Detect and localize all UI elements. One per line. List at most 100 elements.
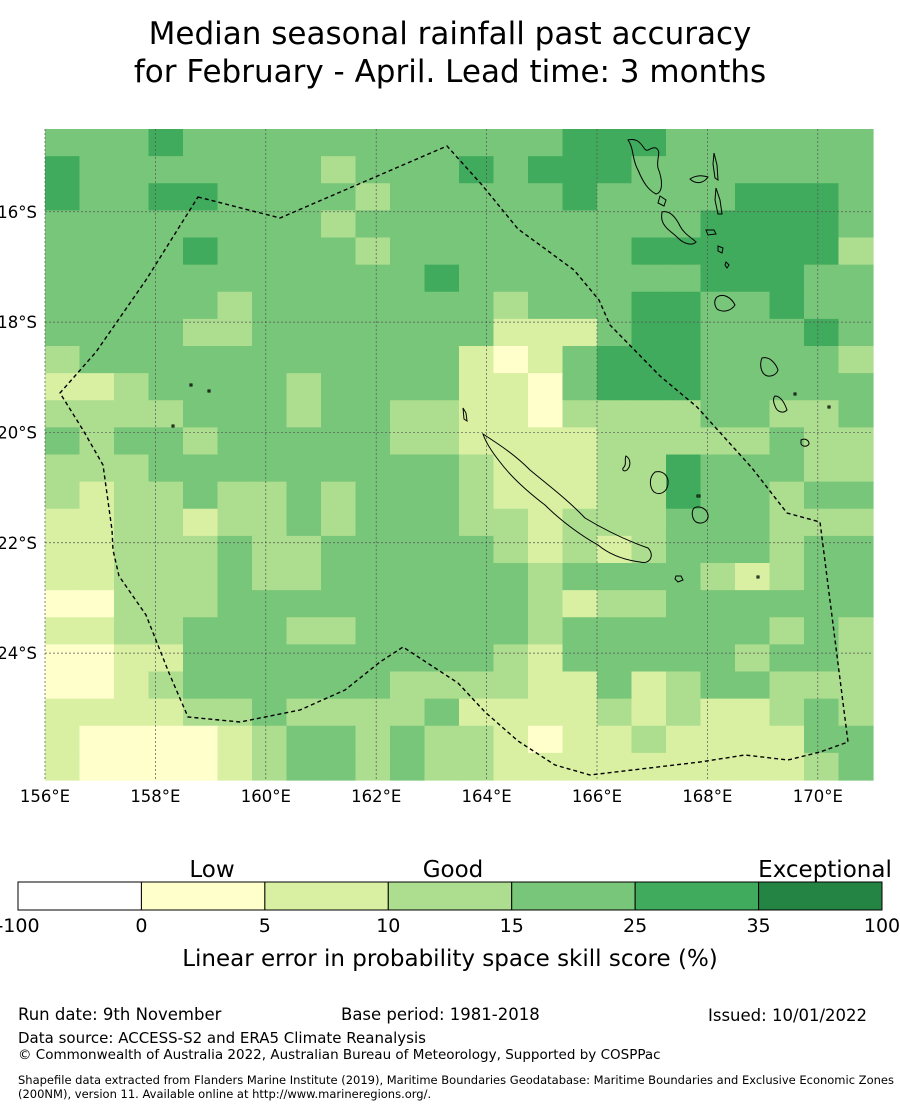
grid-cell bbox=[45, 508, 81, 537]
grid-cell bbox=[321, 129, 357, 157]
grid-cell bbox=[79, 373, 115, 401]
grid-cell bbox=[597, 237, 633, 266]
grid-cell bbox=[390, 671, 426, 700]
grid-cell bbox=[666, 481, 702, 510]
grid-cell bbox=[148, 535, 184, 564]
grid-cell bbox=[562, 427, 598, 456]
grid-cell bbox=[769, 454, 805, 483]
grid-cell bbox=[631, 373, 667, 401]
grid-cell bbox=[183, 671, 219, 700]
grid-cell bbox=[79, 454, 115, 483]
grid-cell bbox=[562, 590, 598, 618]
grid-cell bbox=[631, 590, 667, 618]
grid-cell bbox=[838, 671, 874, 700]
grid-cell bbox=[528, 183, 564, 211]
grid-cell bbox=[148, 725, 184, 754]
grid-cell bbox=[528, 563, 564, 591]
island-malo bbox=[657, 195, 667, 207]
legend-category-exceptional: Exceptional bbox=[758, 857, 892, 883]
grid-cell bbox=[804, 644, 840, 673]
grid-cell bbox=[183, 400, 219, 428]
colorbar-tick: 0 bbox=[135, 915, 147, 937]
grid-cell bbox=[804, 671, 840, 700]
grid-cell bbox=[355, 183, 391, 211]
grid-cell bbox=[45, 318, 81, 347]
grid-cell bbox=[735, 590, 771, 618]
copyright-notice: © Commonwealth of Australia 2022, Austra… bbox=[18, 1047, 661, 1063]
grid-cell bbox=[666, 454, 702, 483]
grid-cell bbox=[79, 400, 115, 428]
colorbar-segment bbox=[634, 881, 760, 911]
grid-cell bbox=[390, 725, 426, 754]
grid-cell bbox=[114, 508, 150, 537]
grid-cell bbox=[838, 644, 874, 673]
grid-cell bbox=[769, 752, 805, 781]
grid-cell bbox=[769, 129, 805, 157]
grid-cell bbox=[183, 508, 219, 537]
grid-cell bbox=[459, 617, 495, 645]
grid-cell bbox=[562, 318, 598, 347]
grid-cell bbox=[562, 752, 598, 781]
grid-cell bbox=[45, 129, 81, 157]
grid-cell bbox=[424, 373, 460, 401]
grid-cell bbox=[597, 373, 633, 401]
grid-cell bbox=[286, 535, 322, 564]
grid-cell bbox=[562, 291, 598, 320]
grid-cell bbox=[804, 535, 840, 564]
grid-cell bbox=[114, 698, 150, 727]
grid-cell bbox=[597, 346, 633, 374]
grid-cell bbox=[528, 129, 564, 157]
grid-cell bbox=[459, 590, 495, 618]
grid-cell bbox=[493, 535, 529, 564]
grid-cell bbox=[79, 183, 115, 211]
longitude-label: 166°E bbox=[572, 787, 622, 806]
grid-cell bbox=[321, 291, 357, 320]
island-erromango bbox=[760, 357, 779, 377]
grid-cell bbox=[390, 129, 426, 157]
grid-cell bbox=[79, 563, 115, 591]
grid-cell bbox=[79, 156, 115, 184]
grid-cell bbox=[424, 291, 460, 320]
grid-cell bbox=[838, 318, 874, 347]
grid-cell bbox=[493, 183, 529, 211]
grid-cell bbox=[355, 481, 391, 510]
grid-cell bbox=[597, 427, 633, 456]
grid-cell bbox=[424, 481, 460, 510]
grid-cell bbox=[666, 590, 702, 618]
grid-cell bbox=[286, 291, 322, 320]
grid-cell bbox=[390, 535, 426, 564]
grid-cell bbox=[321, 346, 357, 374]
grid-cell bbox=[700, 590, 736, 618]
lat-lon-gridlines bbox=[44, 129, 873, 780]
grid-cell bbox=[321, 725, 357, 754]
grid-cell bbox=[493, 563, 529, 591]
grid-cell bbox=[769, 400, 805, 428]
grid-cell bbox=[148, 346, 184, 374]
grid-cell bbox=[321, 427, 357, 456]
grid-cell bbox=[838, 508, 874, 537]
grid-cell bbox=[459, 400, 495, 428]
grid-cell bbox=[355, 291, 391, 320]
grid-cell bbox=[148, 210, 184, 239]
grid-cell bbox=[390, 400, 426, 428]
grid-cell bbox=[390, 508, 426, 537]
grid-cell bbox=[424, 318, 460, 347]
grid-cell bbox=[804, 400, 840, 428]
issued-date: Issued: 10/01/2022 bbox=[708, 1006, 868, 1025]
grid-cell bbox=[493, 318, 529, 347]
grid-cell bbox=[79, 481, 115, 510]
grid-cell bbox=[286, 617, 322, 645]
grid-cell bbox=[804, 291, 840, 320]
grid-cell bbox=[79, 617, 115, 645]
grid-cell bbox=[459, 210, 495, 239]
colorbar-title: Linear error in probability space skill … bbox=[182, 946, 718, 972]
grid-cell bbox=[597, 291, 633, 320]
grid-cell bbox=[424, 156, 460, 184]
grid-cell bbox=[183, 481, 219, 510]
grid-cell bbox=[217, 237, 253, 266]
grid-cell bbox=[148, 644, 184, 673]
colorbar-segment bbox=[511, 881, 636, 911]
grid-cell bbox=[528, 454, 564, 483]
run-date: Run date: 9th November bbox=[18, 1005, 222, 1024]
grid-cell bbox=[838, 427, 874, 456]
